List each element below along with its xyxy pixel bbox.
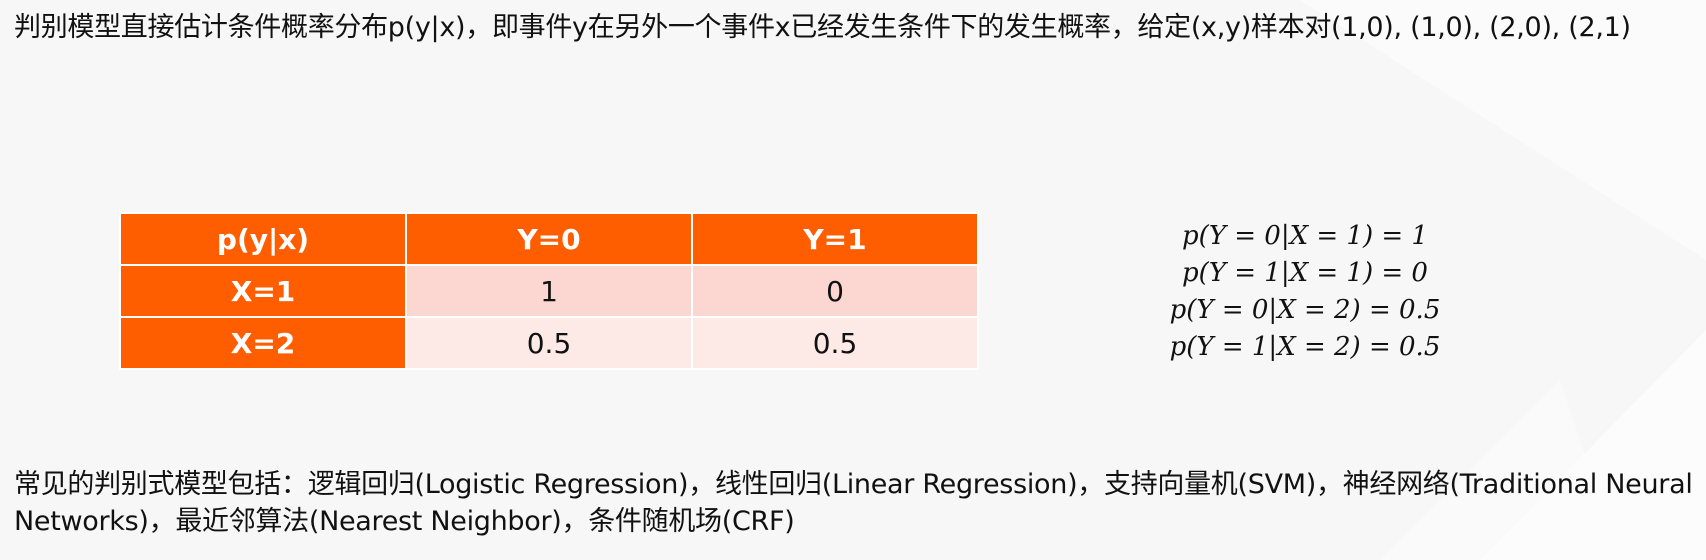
- cell-x1-y1: 0: [691, 264, 979, 318]
- table-header-row: p(y|x) Y=0 Y=1: [119, 212, 979, 266]
- formula-line: p(Y = 0|X = 1) = 1: [1182, 221, 1428, 251]
- conditional-probability-table: p(y|x) Y=0 Y=1 X=1 1 0 X=2 0.5 0.5: [119, 212, 979, 370]
- header-cell-pyx: p(y|x): [119, 212, 407, 266]
- header-cell-y1: Y=1: [691, 212, 979, 266]
- header-cell-y0: Y=0: [405, 212, 693, 266]
- row-label-x1: X=1: [119, 264, 407, 318]
- cell-x2-y0: 0.5: [405, 316, 693, 370]
- cell-x1-y0: 1: [405, 264, 693, 318]
- table-row: X=2 0.5 0.5: [119, 316, 979, 370]
- cell-x2-y1: 0.5: [691, 316, 979, 370]
- summary-paragraph: 常见的判别式模型包括：逻辑回归(Logistic Regression)，线性回…: [14, 469, 1693, 537]
- formula-line: p(Y = 0|X = 2) = 0.5: [1169, 295, 1441, 325]
- table-row: X=1 1 0: [119, 264, 979, 318]
- formula-line: p(Y = 1|X = 2) = 0.5: [1169, 332, 1441, 362]
- intro-paragraph: 判别模型直接估计条件概率分布p(y|x)，即事件y在另外一个事件x已经发生条件下…: [14, 12, 1631, 43]
- probability-formulas: p(Y = 0|X = 1) = 1 p(Y = 1|X = 1) = 0 p(…: [1140, 218, 1470, 366]
- formula-line: p(Y = 1|X = 1) = 0: [1182, 258, 1428, 288]
- row-label-x2: X=2: [119, 316, 407, 370]
